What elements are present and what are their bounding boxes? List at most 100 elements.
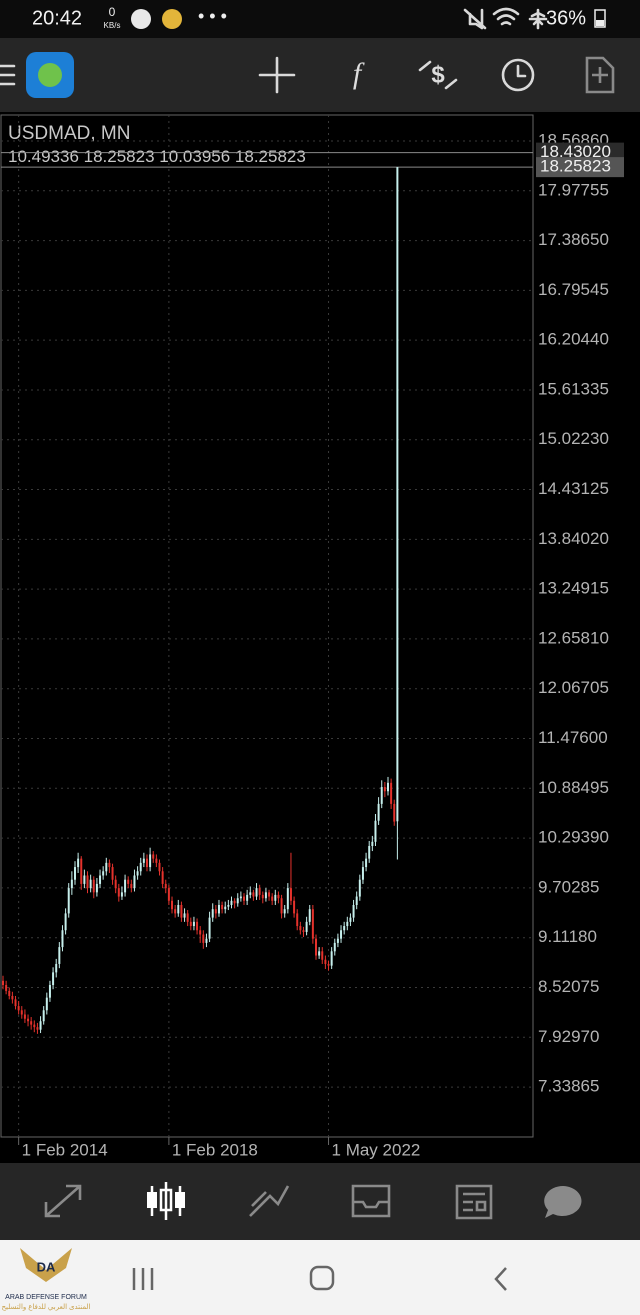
candle-body — [305, 921, 308, 932]
candle-body — [196, 921, 199, 931]
y-tick-label: 11.47600 — [538, 728, 608, 747]
candle-body — [133, 875, 136, 889]
chart: USDMAD, MN 10.49336 18.25823 10.03956 18… — [0, 114, 624, 1159]
mute-icon — [463, 8, 487, 30]
candle-body — [346, 921, 349, 927]
candle-body — [39, 1021, 42, 1030]
candle-body — [205, 938, 208, 943]
airplane-icon — [528, 8, 548, 30]
candle-body — [274, 894, 277, 901]
candle-body — [120, 892, 123, 897]
candle-body — [167, 888, 170, 901]
menu-button[interactable] — [0, 64, 16, 86]
candle-body — [5, 985, 8, 991]
crosshair-button[interactable] — [258, 56, 296, 94]
candle-body — [318, 951, 321, 956]
y-tick-label: 9.11180 — [538, 927, 597, 946]
candle-body — [246, 894, 249, 901]
candle-body — [14, 999, 17, 1007]
candle-body — [299, 926, 302, 931]
ohlc-high: 18.25823 — [84, 147, 155, 166]
history-tab[interactable] — [351, 1184, 391, 1218]
candle-body — [20, 1010, 23, 1015]
nav-bar — [0, 1240, 640, 1315]
ohlc-low: 10.03956 — [159, 147, 230, 166]
candle-body — [117, 888, 120, 897]
candle-body — [308, 909, 311, 922]
candle-body — [377, 803, 380, 821]
quotes-tab[interactable] — [44, 1184, 82, 1218]
symbols-button[interactable]: $ — [431, 61, 445, 88]
candle-body — [89, 879, 92, 889]
candle-body — [361, 867, 364, 880]
candle-body — [80, 858, 83, 884]
candle-body — [192, 921, 195, 927]
y-tick-label: 15.61335 — [538, 379, 609, 398]
candle-body — [289, 888, 292, 901]
candle-body — [99, 875, 102, 884]
candle-body — [252, 892, 255, 897]
candle-body — [171, 900, 174, 910]
candle-body — [386, 782, 389, 792]
candle-body — [311, 909, 314, 939]
candle-body — [393, 803, 396, 822]
candle-body — [199, 930, 202, 935]
chat-tab[interactable] — [544, 1186, 582, 1218]
candle-body — [30, 1021, 33, 1025]
timeframe-button[interactable] — [501, 58, 535, 92]
candle-body — [189, 921, 192, 927]
tab-bar — [0, 1163, 640, 1240]
candle-body — [23, 1014, 26, 1019]
candle-body — [343, 926, 346, 931]
candle-body — [302, 930, 305, 932]
candle-body — [315, 938, 317, 956]
trade-tab[interactable] — [249, 1185, 290, 1217]
y-tick-label: 12.65810 — [538, 628, 609, 647]
ohlc-close: 18.25823 — [235, 147, 306, 166]
candle-body — [149, 854, 152, 868]
candle-body — [233, 900, 236, 904]
watermark-emblem — [20, 1248, 72, 1282]
candle-body — [390, 782, 393, 804]
battery-level — [596, 20, 604, 26]
candle-body — [67, 888, 70, 914]
chart-tab[interactable] — [147, 1192, 157, 1208]
net-speed: 0 — [109, 5, 116, 19]
candle-body — [130, 883, 133, 889]
candle-body — [164, 883, 167, 889]
candle-body — [145, 858, 148, 868]
candle-body — [61, 930, 64, 948]
candle-body — [17, 1006, 20, 1011]
candle-body — [293, 900, 296, 914]
news-tab[interactable] — [455, 1184, 493, 1220]
candle-body — [280, 898, 283, 914]
symbol-title: USDMAD, MN — [8, 123, 130, 144]
candle-body — [52, 972, 55, 986]
candle-body — [55, 963, 58, 973]
candle-body — [8, 990, 11, 996]
candle-body — [48, 985, 51, 998]
recents-button[interactable] — [132, 1268, 154, 1290]
y-tick-label: 13.24915 — [538, 579, 609, 598]
candle-body — [277, 894, 280, 899]
x-tick-label: 1 Feb 2018 — [172, 1140, 258, 1159]
y-tick-label: 13.84020 — [538, 529, 609, 548]
candle-body — [142, 858, 145, 863]
candle-body — [358, 879, 361, 897]
home-button[interactable] — [309, 1265, 335, 1291]
y-tick-label: 8.52075 — [538, 977, 599, 996]
logo-globe — [38, 63, 62, 87]
candle-body — [355, 896, 358, 905]
chart-tab-body2 — [175, 1192, 185, 1208]
y-tick-label: 16.20440 — [538, 330, 609, 349]
back-button[interactable] — [494, 1267, 507, 1291]
candle-body — [208, 917, 211, 939]
candle-body — [83, 875, 86, 884]
candle-body — [211, 909, 214, 918]
candle-body — [227, 904, 230, 907]
candle-body — [255, 888, 258, 897]
candle-body — [261, 894, 264, 899]
new-order-button[interactable] — [585, 56, 615, 94]
